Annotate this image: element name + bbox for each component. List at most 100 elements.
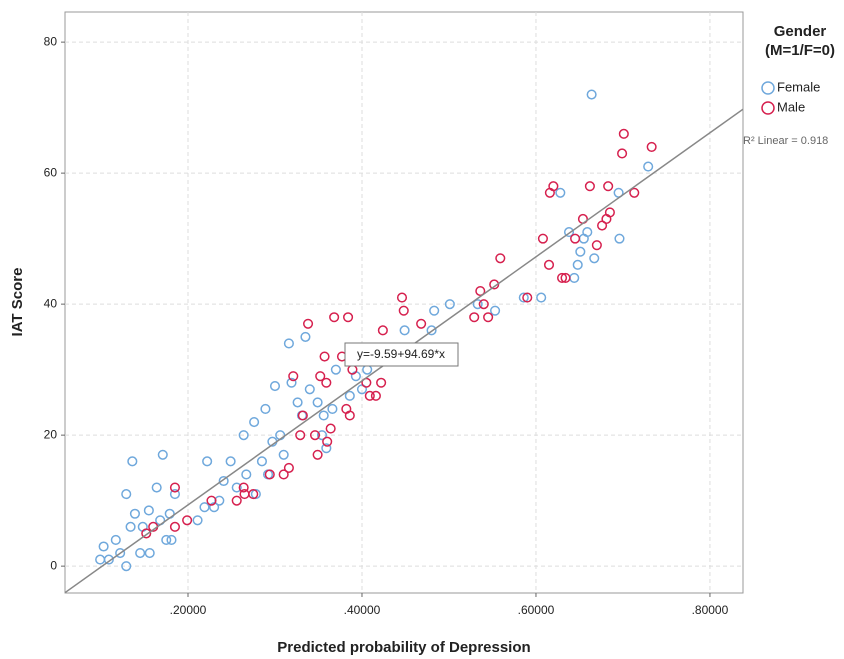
- point: [426, 325, 437, 336]
- point: [286, 377, 297, 388]
- point: [295, 430, 306, 441]
- point: [125, 521, 136, 532]
- point: [586, 89, 597, 100]
- point: [199, 502, 210, 513]
- point: [315, 371, 326, 382]
- point: [643, 161, 654, 172]
- point: [364, 390, 375, 401]
- point: [129, 508, 140, 519]
- point: [169, 489, 181, 500]
- x-tick-label: .40000: [344, 603, 381, 617]
- point: [169, 521, 181, 532]
- point: [582, 227, 593, 238]
- point: [563, 227, 575, 238]
- point: [518, 292, 529, 303]
- point: [151, 482, 162, 493]
- point: [589, 253, 600, 264]
- legend-marker: [761, 101, 775, 115]
- point: [288, 371, 299, 382]
- point: [618, 128, 629, 139]
- point: [330, 364, 341, 375]
- point: [238, 482, 249, 493]
- point: [321, 443, 332, 454]
- legend-marker: [761, 81, 775, 95]
- point: [319, 351, 330, 362]
- point: [376, 377, 387, 388]
- point: [617, 148, 628, 159]
- r2-label: R² Linear = 0.918: [743, 135, 828, 147]
- point: [398, 305, 409, 316]
- point: [303, 318, 314, 329]
- point: [416, 318, 427, 329]
- point: [399, 325, 410, 336]
- point: [214, 495, 225, 506]
- x-tick-label: .60000: [518, 603, 555, 617]
- point: [248, 489, 259, 500]
- point: [312, 397, 323, 408]
- point: [370, 390, 381, 401]
- point: [304, 384, 315, 395]
- point: [110, 534, 121, 545]
- y-tick-label: 20: [44, 427, 58, 441]
- x-tick-label: .20000: [170, 603, 207, 617]
- point: [490, 305, 501, 316]
- point: [182, 515, 193, 526]
- legend-label: Male: [777, 99, 805, 114]
- point: [209, 502, 220, 513]
- equation-label: y=-9.59+94.69*x: [357, 347, 445, 361]
- point: [278, 469, 289, 480]
- point: [429, 305, 440, 316]
- point: [312, 449, 323, 460]
- point: [472, 299, 483, 310]
- point: [344, 410, 355, 421]
- point: [396, 292, 408, 303]
- point: [469, 312, 480, 323]
- point: [206, 495, 217, 506]
- point: [249, 416, 260, 428]
- point: [231, 482, 242, 493]
- point: [127, 456, 138, 467]
- point: [98, 541, 109, 552]
- point: [629, 187, 640, 198]
- point: [231, 495, 242, 506]
- point: [572, 259, 583, 270]
- point: [260, 403, 271, 414]
- point: [241, 469, 252, 480]
- point: [548, 181, 559, 192]
- point: [166, 534, 177, 545]
- y-tick-label: 0: [50, 558, 57, 572]
- point: [269, 380, 281, 392]
- plot-layer: [65, 89, 743, 593]
- point: [478, 299, 489, 310]
- point: [584, 181, 595, 192]
- y-tick-label: 80: [44, 34, 58, 48]
- point: [560, 272, 571, 283]
- point: [141, 528, 152, 539]
- point: [603, 181, 614, 192]
- point: [121, 561, 132, 572]
- point: [321, 377, 332, 388]
- point: [329, 312, 340, 323]
- point: [143, 505, 154, 516]
- point: [225, 456, 236, 467]
- point: [575, 246, 586, 257]
- point: [495, 253, 506, 264]
- point: [161, 534, 172, 545]
- point: [557, 272, 568, 283]
- point: [322, 436, 333, 447]
- y-axis-title: IAT Score: [9, 268, 26, 337]
- point: [344, 390, 355, 401]
- point: [318, 410, 329, 421]
- point: [264, 469, 275, 480]
- point: [157, 449, 168, 460]
- legend-title: Gender: [774, 23, 827, 40]
- point: [325, 423, 336, 434]
- point: [103, 554, 114, 565]
- equation-box: [344, 342, 459, 367]
- point: [536, 292, 547, 303]
- point: [300, 331, 311, 342]
- point: [121, 489, 132, 500]
- y-tick-label: 40: [44, 296, 58, 310]
- point: [192, 515, 203, 526]
